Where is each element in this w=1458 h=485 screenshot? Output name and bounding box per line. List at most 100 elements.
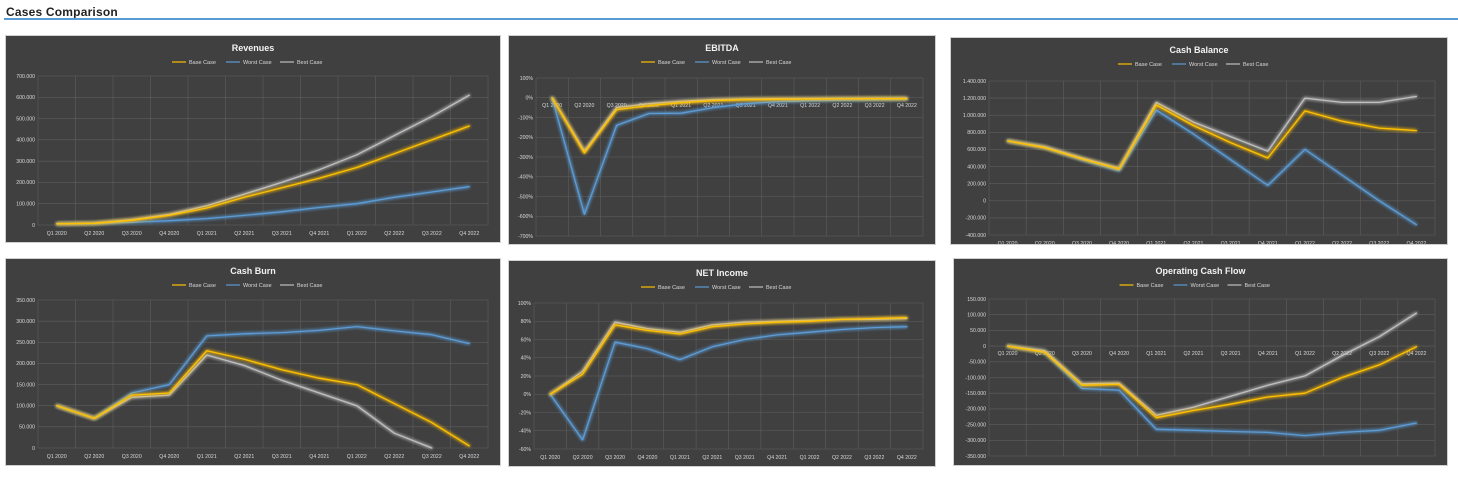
series-line-best [1006,312,1418,416]
x-tick-label: Q2 2020 [1035,351,1055,357]
x-tick-label: Q1 2020 [47,231,67,237]
series-line-base [551,97,908,154]
y-tick-label: 0 [32,446,35,452]
series-line-base [56,350,470,447]
x-tick-label: Q2 2021 [1183,351,1203,357]
chart-ebitda[interactable]: EBITDA Base Case Worst Case Best Case 100% 0%… [508,35,936,245]
chart-cash-balance[interactable]: Cash Balance Base Case Worst Case Best Case… [950,37,1448,245]
x-tick-label: Q2 2022 [832,455,852,461]
chart-operating-cash-flow[interactable]: Operating Cash Flow Base Case Worst Case Be… [953,258,1448,466]
x-tick-label: Q4 2022 [1406,351,1426,357]
x-tick-label: Q1 2020 [998,351,1018,357]
y-tick-label: -600% [518,214,533,220]
x-tick-label: Q4 2020 [159,231,179,237]
y-tick-label: -60% [519,447,531,453]
series-line-best [56,354,433,449]
series-line-best [1006,95,1418,169]
series-line-base [56,125,470,225]
y-tick-label: 300.000 [16,159,35,165]
series-line-base [1006,345,1418,419]
y-tick-label: 400.000 [16,138,35,144]
x-tick-label: Q2 2022 [1332,241,1352,244]
y-tick-label: 500.000 [16,116,35,122]
legend-best: Best Case [1226,62,1268,68]
x-tick-label: Q3 2021 [1221,351,1241,357]
x-tick-label: Q1 2020 [998,241,1018,244]
y-tick-label: -100.000 [966,375,987,381]
x-tick-label: Q4 2020 [1109,241,1129,244]
y-tick-label: 100% [518,301,532,307]
y-tick-label: 800.000 [967,130,986,136]
legend-label-base: Base Case [1135,62,1162,68]
net-income-svg: NET Income Base Case Worst Case Best Case 10… [518,268,924,461]
x-tick-label: Q3 2021 [1221,241,1241,244]
x-tick-label: Q3 2020 [1072,351,1092,357]
operating-cash-flow-title: Operating Cash Flow [1155,266,1246,276]
series-line-worst [1006,345,1418,437]
series-line-worst [549,326,908,441]
chart-cash-burn[interactable]: Cash Burn Base Case Worst Case Best Case 0 50… [5,258,501,466]
x-tick-label: Q3 2020 [122,231,142,237]
legend-label-base: Base Case [189,60,216,66]
x-tick-label: Q3 2022 [1369,351,1389,357]
legend-base: Base Case [1119,283,1163,289]
x-tick-label: Q1 2022 [800,103,820,109]
y-tick-label: 0% [526,96,534,102]
x-tick-label: Q3 2022 [422,231,442,237]
x-tick-label: Q4 2021 [309,454,329,460]
y-tick-label: 150.000 [16,382,35,388]
x-tick-label: Q4 2021 [1258,351,1278,357]
y-tick-label: 0% [524,392,532,398]
y-tick-label: -400% [518,175,533,181]
x-tick-label: Q1 2021 [1146,351,1166,357]
y-tick-label: 100.000 [16,202,35,208]
y-tick-label: -100% [518,115,533,121]
legend-base: Base Case [172,60,216,66]
cash-burn-svg: Cash Burn Base Case Worst Case Best Case 0 50… [16,266,489,460]
legend-worst: Worst Case [695,285,741,291]
legend-label-worst: Worst Case [712,285,741,291]
x-tick-label: Q1 2020 [542,103,562,109]
y-tick-label: 0 [32,223,35,229]
x-tick-label: Q4 2022 [1406,241,1426,244]
y-tick-label: -150.000 [966,391,987,397]
y-tick-label: -250.000 [966,422,987,428]
legend-worst: Worst Case [695,60,741,66]
legend-label-worst: Worst Case [712,60,741,66]
legend-label-base: Base Case [189,283,216,289]
x-tick-label: Q3 2020 [607,103,627,109]
legend-best: Best Case [749,60,791,66]
x-tick-label: Q1 2021 [671,103,691,109]
y-tick-label: 50.000 [19,425,35,431]
x-tick-label: Q4 2022 [459,454,479,460]
x-tick-label: Q3 2021 [736,103,756,109]
legend-worst: Worst Case [1173,283,1219,289]
revenues-title: Revenues [232,43,275,53]
y-tick-label: 200.000 [16,180,35,186]
y-tick-label: 700.000 [16,74,35,80]
x-tick-label: Q3 2020 [1072,241,1092,244]
y-tick-label: 40% [521,356,532,362]
cash-balance-title: Cash Balance [1169,45,1228,55]
x-tick-label: Q2 2020 [574,103,594,109]
x-tick-label: Q2 2020 [573,455,593,461]
y-tick-label: 100.000 [967,313,986,319]
x-tick-label: Q1 2022 [347,231,367,237]
x-tick-label: Q2 2021 [234,231,254,237]
x-tick-label: Q2 2021 [234,454,254,460]
x-tick-label: Q2 2021 [703,103,723,109]
x-tick-label: Q3 2020 [122,454,142,460]
chart-revenues[interactable]: Revenues Base Case Worst Case Best Case 0 100… [5,35,501,243]
y-tick-label: -200.000 [966,407,987,413]
y-tick-label: -50.000 [968,360,986,366]
legend-label-best: Best Case [297,283,322,289]
y-tick-label: -200.000 [966,216,987,222]
y-tick-label: 250.000 [16,340,35,346]
chart-net-income[interactable]: NET Income Base Case Worst Case Best Case 10… [508,260,936,467]
series-line-worst [56,325,470,420]
legend-label-best: Best Case [1243,62,1268,68]
x-tick-label: Q4 2022 [897,103,917,109]
x-tick-label: Q4 2022 [897,455,917,461]
y-tick-label: 150.000 [967,297,986,303]
x-tick-label: Q4 2020 [159,454,179,460]
